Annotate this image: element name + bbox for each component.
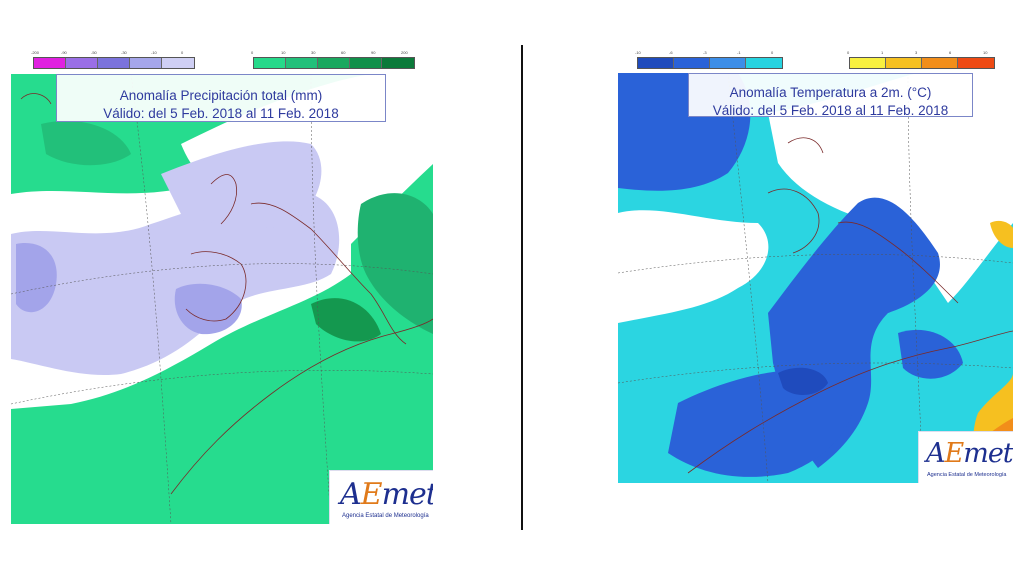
aemet-subtitle: Agencia Estatal de Meteorología <box>342 513 429 519</box>
legend-tick: 200 <box>401 50 408 55</box>
legend-tick: 30 <box>311 50 316 55</box>
legend-tick: -90 <box>61 50 67 55</box>
temp-title-line1: Anomalía Temperatura a 2m. (°C) <box>729 85 932 100</box>
legend-tick: 0 <box>251 50 254 55</box>
legend-swatch <box>130 58 162 68</box>
aemet-subtitle: Agencia Estatal de Meteorología <box>927 472 1007 478</box>
panel-divider <box>521 45 523 530</box>
legend-swatch <box>710 58 746 68</box>
legend-tick: 1 <box>881 50 884 55</box>
temp-validity-line: Válido: del 5 Feb. 2018 al 11 Feb. 2018 <box>712 103 949 118</box>
precip-positive-legend <box>253 57 415 69</box>
temp-negative-ticks: -10 -6 -3 -1 0 <box>635 50 807 56</box>
legend-swatch <box>958 58 994 68</box>
legend-tick: -3 <box>703 50 707 55</box>
legend-tick: -200 <box>31 50 40 55</box>
legend-swatch <box>638 58 674 68</box>
legend-tick: -1 <box>737 50 741 55</box>
legend-tick: 60 <box>341 50 346 55</box>
precip-title-line1: Anomalía Precipitación total (mm) <box>119 88 323 103</box>
legend-swatch <box>350 58 382 68</box>
legend-swatch <box>746 58 782 68</box>
precip-negative-legend <box>33 57 195 69</box>
aemet-logo: AEmet Agencia Estatal de Meteorología <box>918 431 1013 483</box>
legend-swatch <box>922 58 958 68</box>
precipitation-anomaly-map: Anomalía Precipitación total (mm) Válido… <box>11 74 433 524</box>
legend-tick: -10 <box>635 50 641 55</box>
temp-map-title: Anomalía Temperatura a 2m. (°C) Válido: … <box>688 73 973 118</box>
legend-swatch <box>66 58 98 68</box>
legend-swatch <box>382 58 414 68</box>
precip-positive-ticks: 0 10 30 60 90 200 <box>251 50 433 56</box>
legend-tick: 10 <box>281 50 286 55</box>
precip-map-title: Anomalía Precipitación total (mm) Válido… <box>56 74 386 122</box>
legend-swatch <box>850 58 886 68</box>
legend-tick: -30 <box>121 50 127 55</box>
precip-validity-line: Válido: del 5 Feb. 2018 al 11 Feb. 2018 <box>103 106 339 121</box>
aemet-logo: AEmet Agencia Estatal de Meteorología <box>329 470 433 524</box>
legend-tick: -6 <box>669 50 673 55</box>
legend-tick: -10 <box>151 50 157 55</box>
legend-tick: 90 <box>371 50 376 55</box>
legend-tick: 10 <box>983 50 988 55</box>
aemet-wordmark: AEmet <box>340 477 433 512</box>
temp-positive-legend <box>849 57 995 69</box>
legend-swatch <box>98 58 130 68</box>
legend-swatch <box>318 58 350 68</box>
legend-tick: 0 <box>181 50 184 55</box>
legend-tick: 0 <box>847 50 850 55</box>
legend-swatch <box>162 58 194 68</box>
legend-swatch <box>34 58 66 68</box>
legend-swatch <box>254 58 286 68</box>
legend-tick: 3 <box>915 50 918 55</box>
temperature-anomaly-map: Anomalía Temperatura a 2m. (°C) Válido: … <box>618 73 1013 483</box>
aemet-wordmark: AEmet <box>926 438 1013 469</box>
temp-positive-ticks: 0 1 3 6 10 <box>847 50 1019 56</box>
legend-swatch <box>674 58 710 68</box>
legend-swatch <box>886 58 922 68</box>
legend-tick: 6 <box>949 50 952 55</box>
legend-swatch <box>286 58 318 68</box>
precip-negative-ticks: -200 -90 -50 -30 -10 0 <box>31 50 213 56</box>
legend-tick: -50 <box>91 50 97 55</box>
legend-tick: 0 <box>771 50 774 55</box>
temp-negative-legend <box>637 57 783 69</box>
